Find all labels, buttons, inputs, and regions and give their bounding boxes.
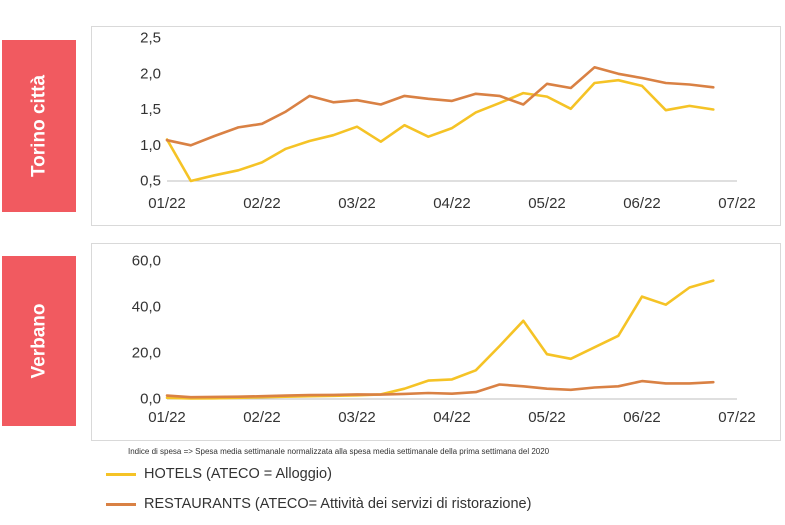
x-tick-label: 01/22 [148,409,186,426]
legend-item-hotels: HOTELS (ATECO = Alloggio) [106,464,332,484]
legend-label-hotels: HOTELS (ATECO = Alloggio) [144,466,332,482]
x-tick-label: 05/22 [528,195,566,212]
chart-verbano-svg: 0,0 20,0 40,0 60,0 01/22 02/22 03/22 04/22 05/22… [132,253,756,427]
y-tick-label: 0,5 [140,173,161,190]
x-tick-label: 05/22 [528,409,566,426]
x-tick-label: 06/22 [623,195,661,212]
y-tick-label: 2,0 [140,65,161,82]
x-tick-label: 02/22 [243,409,281,426]
x-tick-label: 01/22 [148,195,186,212]
panel-label-verbano-text: Verbano [29,304,50,379]
y-tick-label: 40,0 [132,299,161,316]
panel-label-torino: Torino città [2,40,76,212]
panel-label-torino-svg: Torino città [29,75,50,177]
x-tick-label: 03/22 [338,409,376,426]
x-tick-label: 03/22 [338,195,376,212]
series-line-hotels [165,279,715,400]
legend-label-restaurants: RESTAURANTS (ATECO= Attività dei servizi… [144,496,532,512]
footnote: Indice di spesa => Spesa media settimana… [128,447,550,456]
chart-panel-verbano: 0,0 20,0 40,0 60,0 01/22 02/22 03/22 04/22 05/22… [91,243,781,441]
y-tick-label: 2,5 [140,30,161,47]
x-tick-label: 04/22 [433,409,471,426]
panel-label-verbano-svg: Verbano [29,304,50,379]
legend-swatch-restaurants [106,502,136,506]
series-line-restaurants [165,65,715,147]
chart-panel-torino: 0,5 1,0 1,5 2,0 2,5 01/22 02/22 03/22 04/22 05/22… [91,26,781,226]
legend-item-restaurants: RESTAURANTS (ATECO= Attività dei servizi… [106,494,531,514]
panel-label-torino-text: Torino città [29,75,50,177]
y-tick-label: 0,0 [140,391,161,408]
legend-swatch-hotels [106,472,136,476]
x-tick-label: 02/22 [243,195,281,212]
y-tick-label: 60,0 [132,253,161,270]
y-tick-label: 1,5 [140,101,161,118]
y-tick-label: 20,0 [132,345,161,362]
y-tick-label: 1,0 [140,137,161,154]
x-tick-label: 07/22 [718,409,756,426]
x-tick-label: 07/22 [718,195,756,212]
x-tick-label: 06/22 [623,409,661,426]
x-tick-label: 04/22 [433,195,471,212]
chart-torino-svg: 0,5 1,0 1,5 2,0 2,5 01/22 02/22 03/22 04/22 05/22… [140,30,756,213]
series-line-restaurants [165,379,715,399]
series-line-hotels [165,78,715,183]
panel-label-verbano: Verbano [2,256,76,426]
